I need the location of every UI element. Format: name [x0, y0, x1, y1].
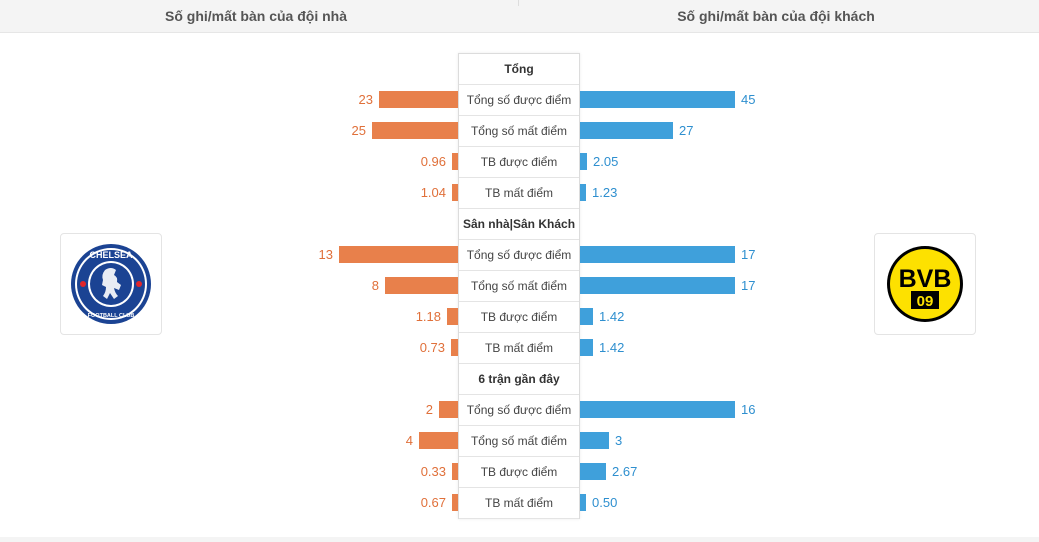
- home-bar: [451, 339, 458, 356]
- away-value: 1.42: [599, 309, 625, 324]
- away-value: 2.67: [612, 464, 638, 479]
- footer-strip: [0, 537, 1039, 542]
- home-bar: [439, 401, 458, 418]
- home-value: 0.73: [419, 340, 445, 355]
- home-bar: [452, 463, 458, 480]
- home-bar: [372, 122, 458, 139]
- stat-label: TB được điểm: [459, 302, 579, 333]
- home-value: 1.04: [420, 185, 446, 200]
- home-value: 25: [351, 123, 366, 138]
- svg-text:CHELSEA: CHELSEA: [89, 250, 133, 260]
- stat-label: TB mất điểm: [459, 178, 579, 209]
- home-value: 4: [405, 433, 413, 448]
- away-bar: [580, 246, 735, 263]
- stat-label: TB mất điểm: [459, 333, 579, 364]
- svg-text:BVB: BVB: [899, 265, 952, 293]
- away-team-title: Số ghi/mất bàn của đội khách: [677, 8, 875, 24]
- away-bar: [580, 122, 673, 139]
- home-bar: [339, 246, 458, 263]
- stat-label: Tổng số được điểm: [459, 395, 579, 426]
- away-value: 0.50: [592, 495, 618, 510]
- stat-labels-column: Tổng Tổng số được điểm Tổng số mất điểm TB …: [458, 53, 580, 519]
- home-value: 13: [318, 247, 333, 262]
- home-bar: [452, 494, 458, 511]
- home-bar: [385, 277, 458, 294]
- away-value: 17: [741, 247, 756, 262]
- stat-label: Tổng số mất điểm: [459, 116, 579, 147]
- away-bar: [580, 153, 587, 170]
- stat-label: Tổng số được điểm: [459, 240, 579, 271]
- away-value: 1.23: [592, 185, 618, 200]
- away-bar: [580, 308, 593, 325]
- chelsea-crest-icon: CHELSEA FOOTBALL CLUB: [71, 244, 151, 324]
- away-bar: [580, 463, 606, 480]
- stat-label: TB mất điểm: [459, 488, 579, 519]
- away-bar: [580, 91, 735, 108]
- home-value: 8: [371, 278, 379, 293]
- away-bar: [580, 184, 586, 201]
- away-bar: [580, 277, 735, 294]
- away-value: 2.05: [593, 154, 619, 169]
- header-divider: [518, 0, 519, 6]
- stat-label: TB được điểm: [459, 457, 579, 488]
- away-value: 27: [679, 123, 694, 138]
- away-value: 45: [741, 92, 756, 107]
- away-value: 1.42: [599, 340, 625, 355]
- stat-label: Tổng số mất điểm: [459, 271, 579, 302]
- away-bar: [580, 494, 586, 511]
- stat-label: Tổng số được điểm: [459, 85, 579, 116]
- home-bar: [452, 153, 458, 170]
- stat-label: TB được điểm: [459, 147, 579, 178]
- header-bar: Số ghi/mất bàn của đội nhà Số ghi/mất bà…: [0, 0, 1039, 33]
- home-team-title: Số ghi/mất bàn của đội nhà: [164, 8, 347, 24]
- away-value: 16: [741, 402, 756, 417]
- home-value: 0.33: [420, 464, 446, 479]
- away-bar: [580, 339, 593, 356]
- away-value: 3: [615, 433, 623, 448]
- svg-text:FOOTBALL CLUB: FOOTBALL CLUB: [88, 313, 135, 319]
- section-title-home-away: Sân nhà|Sân Khách: [459, 209, 579, 240]
- section-title-last-6: 6 trận gần đây: [459, 364, 579, 395]
- away-bar: [580, 432, 609, 449]
- svg-text:09: 09: [917, 293, 934, 310]
- home-value: 23: [358, 92, 373, 107]
- home-bar: [379, 91, 458, 108]
- home-team-logo[interactable]: CHELSEA FOOTBALL CLUB: [60, 233, 162, 335]
- bvb-crest-icon: BVB 09: [887, 246, 963, 322]
- home-value: 1.18: [415, 309, 441, 324]
- home-value: 0.96: [420, 154, 446, 169]
- away-team-logo[interactable]: BVB 09: [874, 233, 976, 335]
- home-value: 0.67: [420, 495, 446, 510]
- stat-label: Tổng số mất điểm: [459, 426, 579, 457]
- home-bar: [447, 308, 458, 325]
- away-value: 17: [741, 278, 756, 293]
- home-bar: [419, 432, 458, 449]
- away-bar: [580, 401, 735, 418]
- section-title-total: Tổng: [459, 54, 579, 85]
- home-value: 2: [425, 402, 433, 417]
- home-bar: [452, 184, 458, 201]
